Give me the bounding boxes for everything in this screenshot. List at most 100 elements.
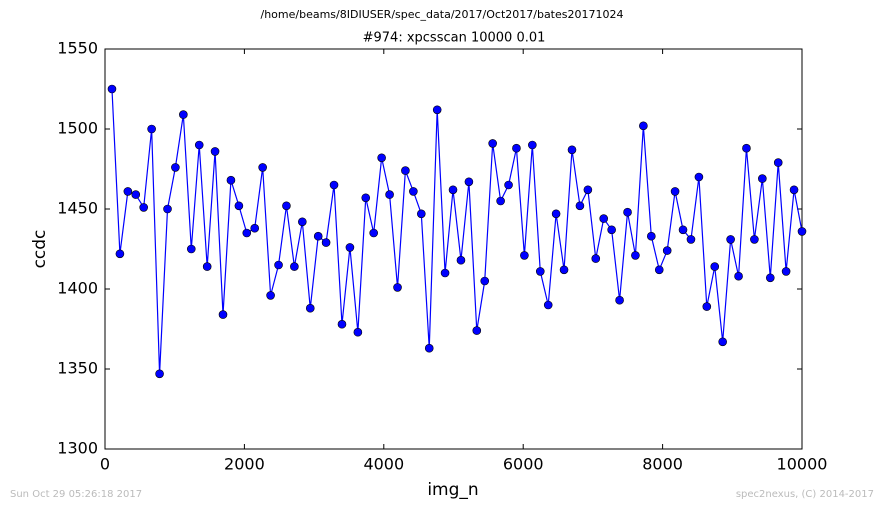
data-point xyxy=(258,163,267,172)
data-point xyxy=(290,262,299,271)
data-point xyxy=(440,268,450,278)
data-point xyxy=(179,110,188,119)
data-point xyxy=(416,209,426,219)
data-point xyxy=(773,158,783,167)
data-point xyxy=(369,228,378,238)
x-tick-label: 8000 xyxy=(642,455,683,474)
data-point xyxy=(797,227,807,236)
data-point xyxy=(670,187,680,196)
data-point xyxy=(409,187,418,196)
data-point xyxy=(115,249,125,259)
x-tick-label: 6000 xyxy=(503,455,544,474)
data-point xyxy=(147,124,156,134)
data-point xyxy=(543,300,553,310)
data-point xyxy=(274,260,283,270)
data-point xyxy=(781,267,791,276)
data-point xyxy=(583,185,593,195)
plot-frame xyxy=(104,48,803,450)
data-point xyxy=(139,203,148,212)
data-point xyxy=(599,214,609,223)
footer-left: Sun Oct 29 05:26:18 2017 xyxy=(10,489,142,500)
data-point xyxy=(353,327,363,337)
data-point xyxy=(591,254,601,263)
y-tick-label: 1500 xyxy=(57,119,98,138)
data-point xyxy=(742,143,751,153)
data-point xyxy=(623,207,632,217)
suptitle: /home/beams/8IDIUSER/spec_data/2017/Oct2… xyxy=(261,8,624,21)
data-point xyxy=(448,185,458,195)
y-tick-label: 1350 xyxy=(57,359,98,378)
data-point xyxy=(377,153,386,163)
data-point xyxy=(567,145,577,155)
data-point xyxy=(250,223,260,233)
data-point xyxy=(480,276,490,286)
data-point xyxy=(226,175,236,185)
data-point xyxy=(266,291,275,300)
data-point xyxy=(123,187,133,196)
y-tick-label: 1550 xyxy=(57,39,98,58)
data-point xyxy=(218,310,228,319)
data-point xyxy=(242,228,252,238)
y-axis-label: ccdc xyxy=(30,230,50,269)
data-point xyxy=(726,235,735,244)
x-axis-label: img_n xyxy=(427,480,478,500)
data-point xyxy=(313,231,323,241)
data-point xyxy=(639,121,648,131)
data-point xyxy=(385,190,394,199)
data-point xyxy=(662,246,672,255)
data-point xyxy=(210,147,220,156)
data-point xyxy=(282,201,291,211)
data-point xyxy=(520,251,529,260)
x-tick-label: 2000 xyxy=(224,455,265,474)
data-point xyxy=(107,84,117,94)
data-point xyxy=(528,140,537,150)
data-point xyxy=(575,201,585,211)
data-point xyxy=(654,265,664,275)
data-point xyxy=(496,196,505,206)
data-point xyxy=(710,262,720,271)
data-point xyxy=(607,225,616,235)
data-point xyxy=(504,180,513,190)
data-point xyxy=(401,166,410,175)
data-point xyxy=(194,140,204,150)
data-point xyxy=(424,343,434,353)
data-point xyxy=(615,295,624,305)
data-point xyxy=(393,283,402,292)
data-point xyxy=(234,201,244,211)
data-point xyxy=(155,369,164,379)
data-point xyxy=(702,302,712,311)
data-point xyxy=(750,235,759,244)
data-point xyxy=(298,217,307,227)
data-point xyxy=(734,271,743,281)
data-point xyxy=(163,204,172,214)
data-point xyxy=(789,185,799,195)
x-tick-label: 4000 xyxy=(363,455,404,474)
data-point xyxy=(694,172,704,182)
data-point xyxy=(464,177,474,187)
data-point xyxy=(337,319,347,329)
data-point xyxy=(131,190,141,199)
data-point xyxy=(551,209,561,219)
y-tick-label: 1400 xyxy=(57,279,98,298)
data-point xyxy=(171,163,180,172)
data-point xyxy=(631,251,640,260)
chart-title: #974: xpcsscan 10000 0.01 xyxy=(363,31,546,46)
data-point xyxy=(186,244,196,254)
data-point xyxy=(758,174,767,183)
data-point xyxy=(647,231,656,241)
data-point xyxy=(305,303,315,313)
footer-right: spec2nexus, (C) 2014-2017 xyxy=(736,489,874,500)
data-point xyxy=(432,105,442,115)
data-point xyxy=(456,255,466,265)
y-tick-label: 1450 xyxy=(57,199,98,218)
data-point xyxy=(718,337,727,347)
data-line xyxy=(111,88,803,374)
data-point xyxy=(488,139,497,148)
data-point xyxy=(472,326,482,335)
y-tick-label: 1300 xyxy=(57,439,98,458)
data-point xyxy=(361,193,371,203)
data-point xyxy=(512,143,521,153)
x-tick-label: 0 xyxy=(100,455,110,474)
data-point xyxy=(765,273,775,283)
